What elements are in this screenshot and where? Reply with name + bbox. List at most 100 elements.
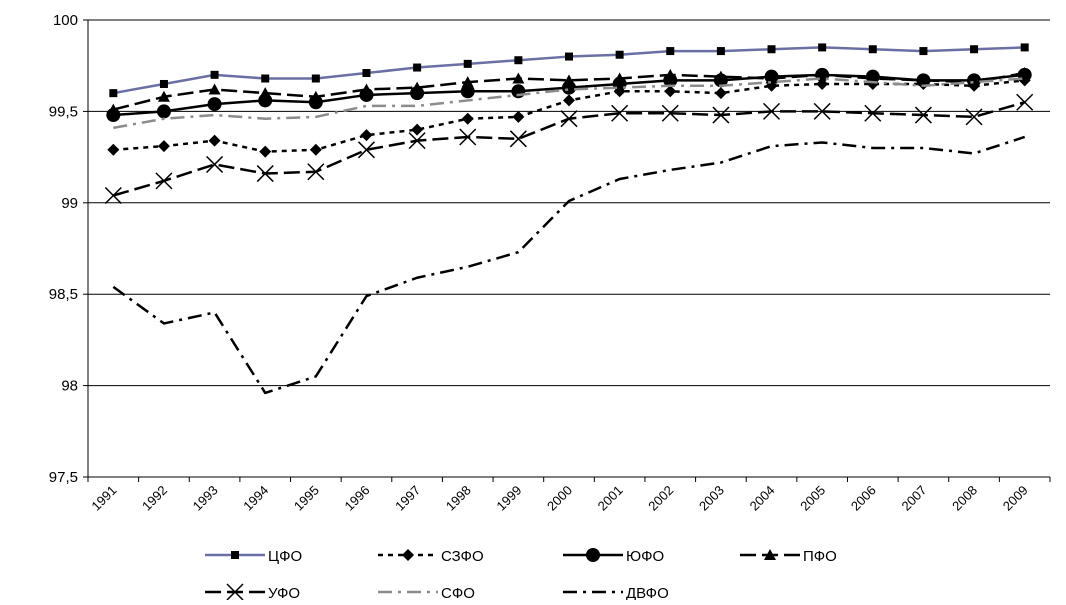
- data-point: [360, 129, 373, 142]
- data-point: [463, 59, 472, 68]
- x-tick-label: 1999: [493, 483, 524, 514]
- data-point-stroke: [813, 102, 831, 120]
- series-line: [112, 135, 1026, 395]
- data-point: [411, 123, 424, 136]
- legend-item: СЗФО: [378, 548, 484, 565]
- x-tick-label: 2005: [797, 483, 828, 514]
- data-point: [207, 97, 222, 112]
- data-point: [613, 72, 626, 84]
- data-point-stroke: [864, 104, 882, 122]
- data-point: [231, 551, 239, 559]
- y-tick-label: 98: [61, 378, 78, 395]
- data-point: [1020, 43, 1029, 52]
- data-point: [813, 102, 831, 120]
- legend: ЦФО СЗФО ЮФО ПФО УФО СФО ДВФО: [205, 548, 837, 602]
- y-tick-label: 100: [53, 12, 78, 29]
- data-point: [914, 106, 932, 124]
- legend-label: ЦФО: [268, 548, 302, 565]
- x-tick-label: 2007: [898, 483, 929, 514]
- data-point: [565, 52, 573, 61]
- data-point: [509, 130, 527, 148]
- axes: 97,5 98 98,5 99 99,5 100 1991 1992 1993 1994 1995 1…: [49, 12, 1051, 514]
- data-point: [307, 163, 325, 181]
- x-tick-label: 1994: [240, 483, 271, 514]
- x-tick-label: 2002: [645, 483, 676, 514]
- x-tick-label: 2001: [595, 483, 626, 514]
- data-point: [460, 84, 475, 99]
- data-point-stroke: [256, 165, 274, 183]
- data-point: [816, 68, 829, 80]
- data-point: [714, 87, 727, 100]
- data-point: [661, 104, 679, 122]
- data-point: [360, 83, 373, 95]
- data-point-stroke: [307, 163, 325, 181]
- data-point: [208, 83, 221, 95]
- data-point: [107, 143, 120, 156]
- data-point-stroke: [762, 102, 781, 120]
- data-point: [560, 110, 578, 128]
- data-point: [104, 186, 122, 205]
- data-point: [586, 548, 600, 562]
- data-point-stroke: [357, 141, 376, 159]
- data-point: [666, 47, 675, 56]
- data-point: [157, 90, 170, 102]
- data-point: [461, 112, 474, 125]
- data-point: [309, 90, 322, 102]
- legend-item: ЮФО: [563, 548, 664, 565]
- y-tick-label: 97,5: [49, 469, 78, 486]
- data-point: [611, 104, 629, 122]
- data-point-stroke: [661, 104, 679, 122]
- data-point: [767, 45, 776, 54]
- data-point: [459, 128, 477, 146]
- data-point: [362, 69, 371, 78]
- data-point: [155, 172, 173, 190]
- data-point: [765, 72, 778, 84]
- data-point-stroke: [155, 172, 173, 190]
- data-point: [864, 104, 882, 122]
- legend-item: ЦФО: [205, 548, 302, 565]
- x-tick-label: 2000: [544, 483, 575, 514]
- data-point: [762, 102, 781, 120]
- data-point: [868, 45, 877, 54]
- data-point-stroke: [712, 106, 730, 124]
- data-point: [716, 47, 725, 56]
- data-point: [461, 76, 474, 88]
- data-point-stroke: [459, 128, 477, 146]
- data-point: [156, 104, 171, 119]
- data-point: [413, 63, 422, 72]
- data-point: [965, 108, 983, 126]
- x-tick-label: 1995: [291, 483, 322, 514]
- data-point: [1016, 93, 1034, 111]
- data-point: [714, 70, 727, 82]
- data-point: [259, 145, 272, 158]
- legend-label: ПФО: [803, 548, 837, 565]
- data-point: [818, 43, 827, 52]
- data-point: [764, 549, 776, 560]
- data-point: [309, 143, 322, 156]
- data-point-stroke: [611, 104, 629, 122]
- x-tick-label: 1992: [139, 483, 170, 514]
- legend-label: ДВФО: [626, 585, 669, 600]
- data-point: [259, 87, 272, 99]
- series-7: [112, 135, 1026, 395]
- data-point-stroke: [408, 132, 426, 150]
- data-point: [664, 85, 677, 98]
- x-tick-label: 2004: [747, 483, 778, 514]
- x-tick-label: 2008: [949, 483, 980, 514]
- data-point: [968, 76, 981, 88]
- y-tick-label: 99: [61, 195, 78, 212]
- x-tick-label: 1998: [443, 483, 474, 514]
- data-point: [408, 132, 426, 150]
- data-point-stroke: [914, 106, 932, 124]
- legend-item: СФО: [378, 585, 475, 602]
- data-point: [1018, 67, 1031, 79]
- data-point-stroke: [226, 583, 244, 601]
- data-point-stroke: [104, 186, 122, 205]
- series-line: [112, 101, 1026, 197]
- data-point-stroke: [1016, 93, 1034, 111]
- data-point-stroke: [965, 108, 983, 126]
- legend-item: ПФО: [740, 548, 837, 565]
- data-point: [261, 74, 270, 83]
